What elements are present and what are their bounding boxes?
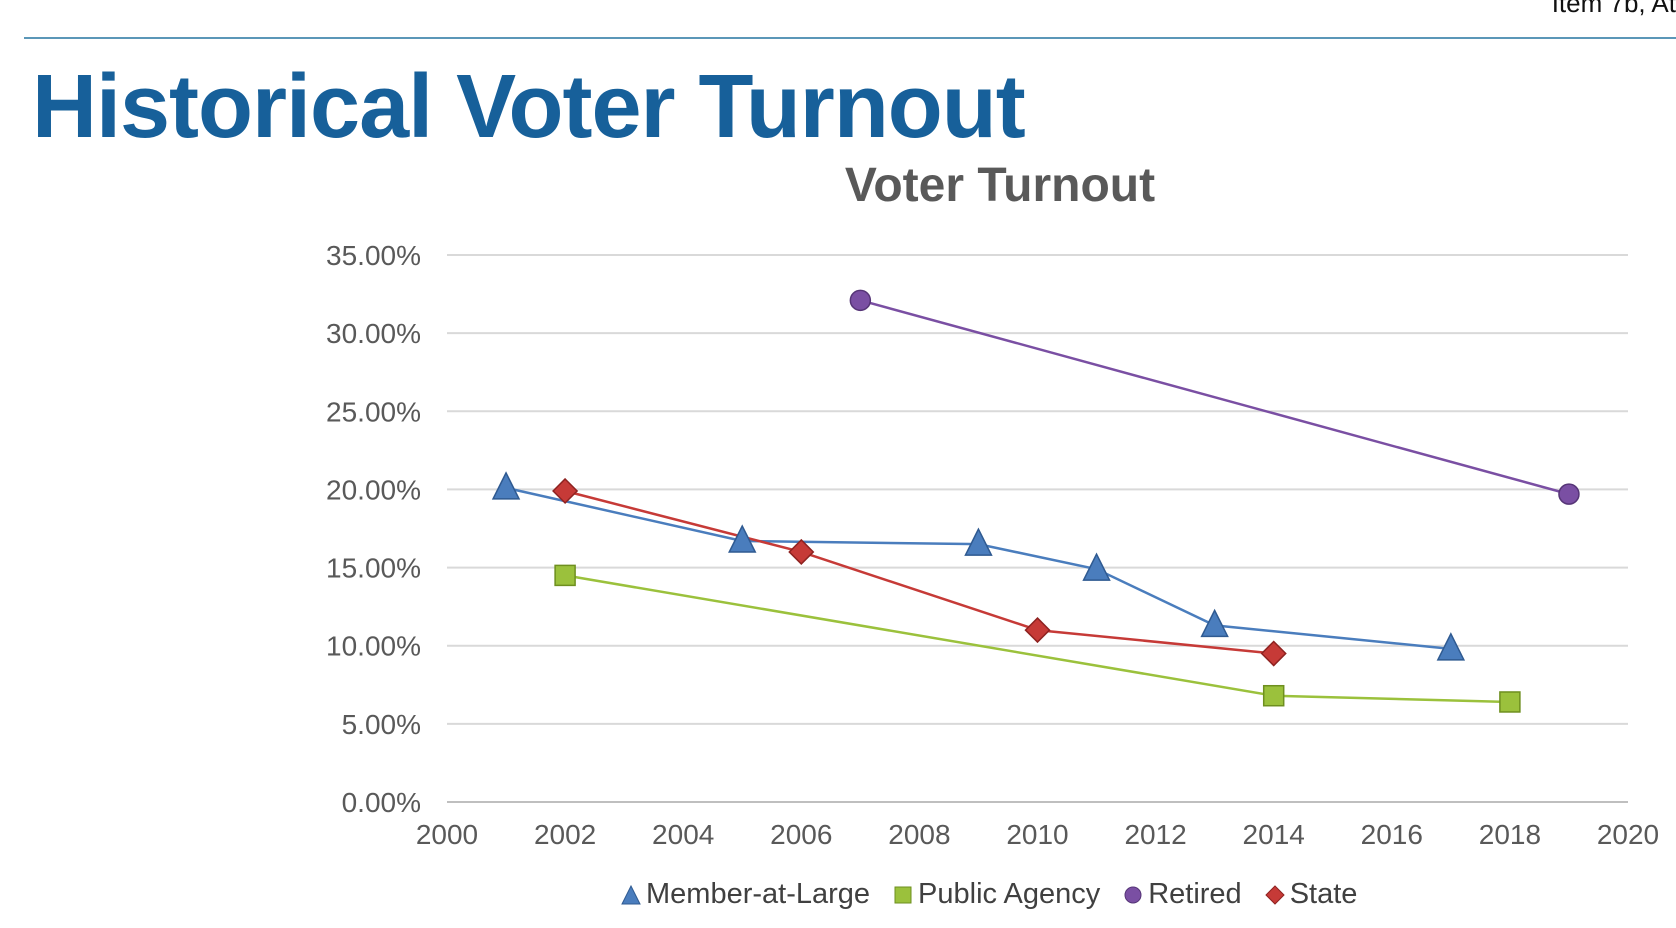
- legend-label: Member-at-Large: [646, 878, 871, 910]
- x-tick-label: 2020: [1597, 819, 1659, 850]
- legend: Member-at-Large Public Agency Retired State: [620, 878, 1357, 911]
- data-point-member-at-large: [964, 527, 993, 556]
- x-tick-label: 2004: [652, 819, 714, 850]
- y-tick-label: 15.00%: [326, 553, 421, 584]
- data-point-member-at-large: [728, 524, 757, 553]
- legend-label: Public Agency: [918, 878, 1101, 910]
- legend-marker-square-icon: [894, 886, 912, 903]
- y-tick-label: 0.00%: [342, 787, 421, 818]
- series-line-retired: [860, 299, 1570, 496]
- page-title: Historical Voter Turnout: [32, 57, 1026, 157]
- data-point-retired: [849, 289, 872, 312]
- legend-marker-circle-icon: [1124, 886, 1142, 903]
- y-tick-label: 30.00%: [326, 318, 421, 349]
- legend-marker-triangle-icon: [621, 884, 641, 904]
- corner-label: Item 7b, At: [1551, 0, 1676, 18]
- x-tick-label: 2002: [534, 819, 596, 850]
- legend-item-member-at-large: Member-at-Large: [620, 878, 870, 911]
- legend-item-public-agency: Public Agency: [892, 878, 1100, 911]
- data-point-member-at-large: [491, 471, 521, 500]
- series-markers: [491, 289, 1580, 713]
- data-point-state: [788, 538, 815, 566]
- data-point-state: [1260, 640, 1287, 667]
- x-tick-label: 2008: [888, 819, 950, 850]
- x-axis-tick-labels: 2000 2002 2004 2006 2008 2010 2012 2014 2016 2018…: [416, 819, 1659, 850]
- legend-marker-diamond-icon: [1264, 884, 1285, 905]
- legend-label: State: [1289, 878, 1358, 910]
- x-tick-label: 2014: [1243, 819, 1305, 850]
- y-axis-tick-labels: 0.00% 5.00% 10.00% 15.00% 20.00% 25.00% 30.00%…: [326, 240, 421, 818]
- gridlines: [447, 254, 1628, 803]
- y-tick-label: 25.00%: [326, 396, 421, 427]
- data-point-public-agency: [1499, 691, 1521, 713]
- x-tick-label: 2018: [1479, 819, 1541, 850]
- series-line-member-at-large: [505, 486, 1451, 651]
- x-tick-label: 2012: [1124, 819, 1186, 850]
- series-line-state: [564, 489, 1274, 655]
- legend-label: Retired: [1148, 878, 1242, 910]
- data-point-public-agency: [1262, 684, 1285, 707]
- data-point-state: [1024, 617, 1051, 644]
- data-point-retired: [1558, 483, 1580, 505]
- chart-title: Voter Turnout: [844, 159, 1156, 212]
- x-tick-label: 2016: [1361, 819, 1423, 850]
- x-tick-label: 2006: [770, 819, 832, 850]
- y-tick-label: 20.00%: [326, 474, 421, 505]
- x-tick-label: 2000: [416, 819, 478, 850]
- legend-item-retired: Retired: [1122, 878, 1242, 911]
- data-point-member-at-large: [1082, 552, 1111, 581]
- legend-item-state: State: [1264, 878, 1358, 911]
- x-tick-label: 2010: [1006, 819, 1068, 850]
- header-rule: [24, 37, 1676, 39]
- data-point-member-at-large: [1436, 632, 1466, 661]
- data-point-member-at-large: [1200, 608, 1229, 638]
- data-point-public-agency: [554, 564, 576, 587]
- y-tick-label: 10.00%: [326, 631, 421, 662]
- y-tick-label: 5.00%: [342, 709, 421, 740]
- data-point-state: [552, 477, 579, 505]
- y-tick-label: 35.00%: [326, 240, 421, 271]
